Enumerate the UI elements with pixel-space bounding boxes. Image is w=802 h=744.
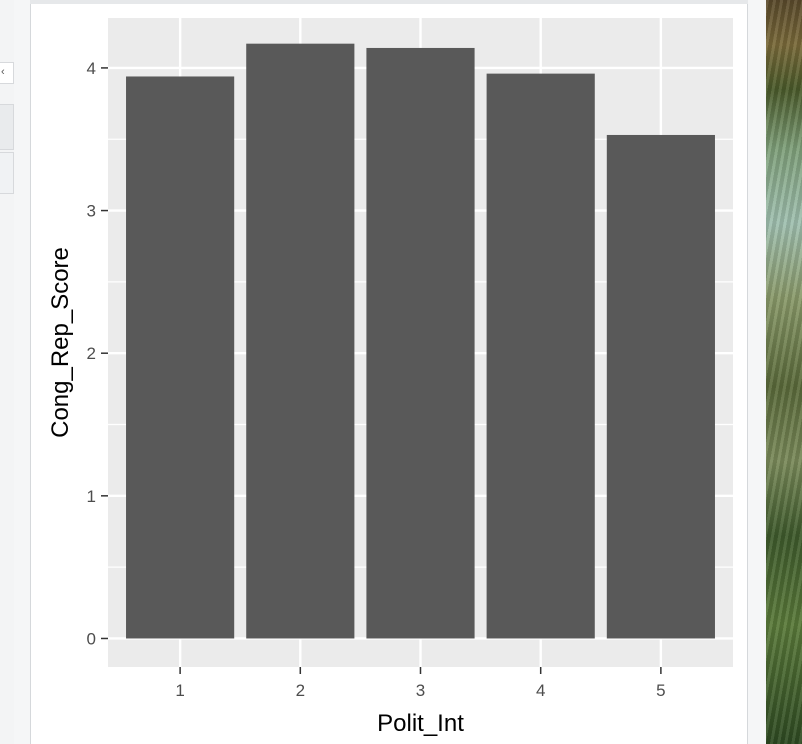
left-pane-strip: ‹ [0, 0, 14, 744]
bar-4 [486, 73, 595, 639]
x-tick-label: 5 [656, 681, 665, 700]
bar-3 [366, 47, 475, 639]
y-tick-label: 3 [87, 202, 96, 221]
bar-2 [246, 43, 355, 639]
x-tick-label: 2 [296, 681, 305, 700]
y-axis: 0 1 2 3 4 [87, 59, 108, 648]
bar-1 [126, 76, 235, 639]
plot-pane-header [30, 0, 748, 4]
y-tick-label: 1 [87, 487, 96, 506]
y-tick-label: 0 [87, 629, 96, 648]
x-axis: 1 2 3 4 5 [175, 667, 666, 700]
left-pane-tab-secondary[interactable] [0, 152, 14, 194]
y-axis-title: Cong_Rep_Score [47, 247, 74, 438]
collapse-tab[interactable]: ‹ [0, 62, 14, 84]
x-axis-title: Polit_Int [377, 710, 464, 737]
left-pane-tab[interactable] [0, 104, 14, 150]
x-tick-label: 4 [536, 681, 545, 700]
chevron-left-icon: ‹ [1, 66, 5, 78]
bar-5 [606, 134, 715, 639]
x-tick-label: 1 [175, 681, 184, 700]
y-tick-label: 2 [87, 344, 96, 363]
background-photo [766, 0, 802, 744]
bars [126, 43, 715, 639]
y-tick-label: 4 [87, 59, 96, 78]
x-tick-label: 3 [416, 681, 425, 700]
